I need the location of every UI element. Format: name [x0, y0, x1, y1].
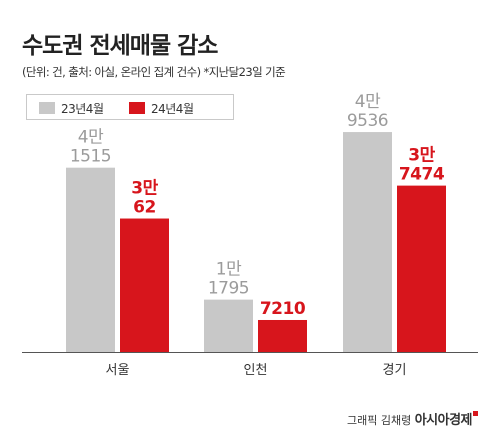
- data-label-2-1-line-1: 3만: [131, 179, 158, 199]
- chart-title: 수도권 전세매물 감소: [22, 33, 218, 59]
- legend-label-2024: 24년4월: [151, 102, 194, 116]
- bar-1-3: [343, 132, 392, 352]
- legend: 23년4월 24년4월: [26, 94, 234, 120]
- credit-byline: 그래픽 김채령: [346, 414, 412, 427]
- chart-subtitle: (단위: 건, 출처: 아실, 온라인 집계 건수) *지난달23일 기준: [22, 65, 286, 79]
- data-label-1-2-line-1: 1만: [216, 260, 242, 280]
- legend-swatch-2023: [39, 102, 55, 114]
- bar-1-1: [66, 167, 115, 352]
- legend-label-2023: 23년4월: [61, 102, 104, 116]
- data-label-1-2-line-2: 1795: [208, 279, 249, 299]
- data-label-2-1-line-2: 62: [133, 198, 156, 218]
- bar-2-2: [258, 319, 307, 352]
- data-label-2-3-line-1: 3만: [408, 146, 435, 166]
- legend-swatch-2024: [129, 102, 145, 114]
- category-label-2: 인천: [244, 363, 268, 378]
- bar-1-2: [204, 299, 253, 352]
- data-label-1-3-line-1: 4만: [355, 92, 381, 112]
- bar-2-1: [120, 218, 169, 352]
- data-label-1-1-line-2: 1515: [70, 147, 111, 167]
- data-label-1-3-line-2: 9536: [347, 111, 388, 131]
- credit-brand: 아시아경제: [414, 413, 473, 428]
- data-label-2-3-line-2: 7474: [399, 165, 445, 185]
- bar-2-3: [397, 185, 446, 352]
- data-label-2-2-line-1: 7210: [260, 299, 306, 319]
- credit: 그래픽 김채령 아시아경제: [347, 409, 478, 428]
- data-label-1-1-line-1: 4만: [78, 128, 104, 148]
- brand-mark-icon: [473, 411, 478, 416]
- category-label-3: 경기: [383, 363, 407, 378]
- category-label-1: 서울: [106, 363, 130, 378]
